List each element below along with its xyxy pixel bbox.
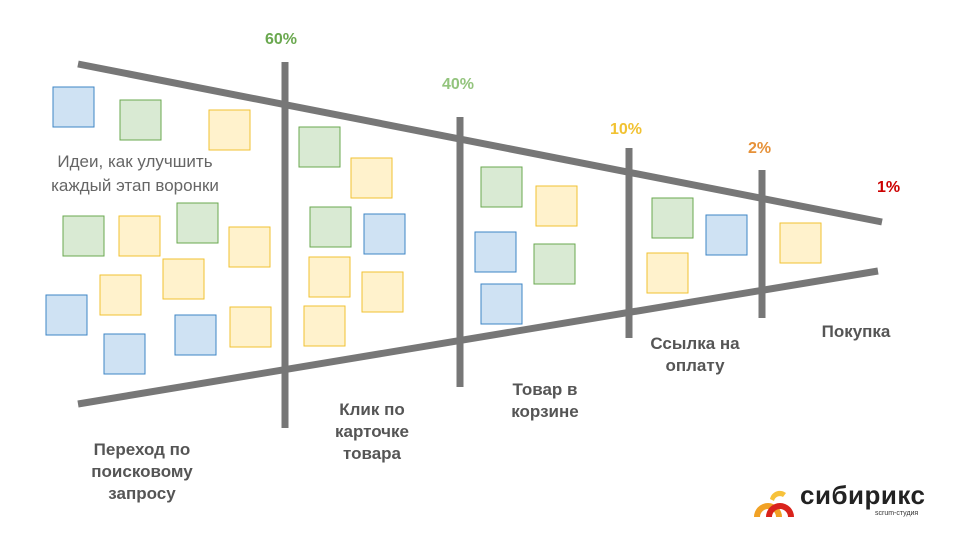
sticky-note: [535, 185, 578, 227]
percent-60: 60%: [265, 31, 298, 48]
sticky-note: [99, 274, 142, 316]
percent-10: 10%: [610, 121, 643, 138]
sticky-note: [480, 166, 523, 208]
sticky-note: [62, 215, 105, 257]
percent-1: 1%: [877, 179, 901, 196]
sticky-note: [52, 86, 95, 128]
sticky-note: [229, 306, 272, 348]
funnel-bottom-edge: [77, 267, 879, 408]
stage-label-search: Переход по поисковому запросу: [91, 440, 193, 503]
sticky-note: [363, 213, 406, 255]
stage-label-purchase: Покупка: [821, 322, 891, 341]
sticky-note: [119, 99, 162, 141]
sticky-note: [705, 214, 748, 256]
stage-label-cart: Товар в корзине: [511, 380, 579, 421]
sticky-note: [779, 222, 822, 264]
sticky-note: [646, 252, 689, 294]
sibirix-logo-mark-icon: [754, 490, 794, 517]
brand-logo: сибирикс scrum-студия: [752, 480, 942, 523]
sticky-note: [533, 243, 576, 285]
sticky-note: [309, 206, 352, 248]
sticky-note: [350, 157, 393, 199]
percent-2: 2%: [748, 140, 772, 157]
sticky-note: [176, 202, 219, 244]
sticky-note: [118, 215, 161, 257]
sticky-note: [103, 333, 146, 375]
brand-name: сибирикс: [800, 480, 926, 510]
sticky-note: [228, 226, 271, 268]
sticky-note: [474, 231, 517, 273]
sticky-note: [480, 283, 523, 325]
stage-label-payment-link: Ссылка на оплату: [650, 334, 740, 375]
funnel-top-edge: [77, 60, 883, 226]
stage-label-card-click: Клик по карточке товара: [334, 400, 410, 463]
sticky-note: [361, 271, 404, 313]
percent-40: 40%: [442, 76, 475, 93]
sticky-note: [651, 197, 694, 239]
sticky-note: [45, 294, 88, 336]
sticky-note: [174, 314, 217, 356]
sticky-note: [162, 258, 205, 300]
sticky-note: [303, 305, 346, 347]
ideas-caption: Идеи, как улучшить каждый этап воронки: [51, 152, 219, 195]
sticky-note: [298, 126, 341, 168]
sticky-note: [308, 256, 351, 298]
brand-subtitle: scrum-студия: [875, 510, 919, 517]
sticky-note: [208, 109, 251, 151]
